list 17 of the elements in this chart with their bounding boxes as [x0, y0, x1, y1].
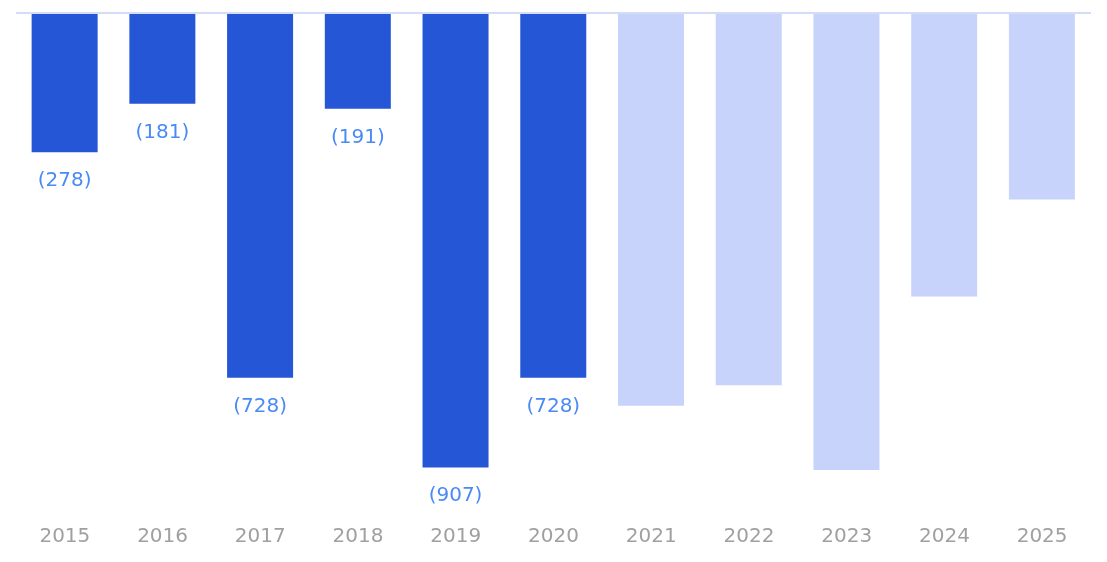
data-label: (181)	[135, 118, 190, 143]
x-tick-label: 2024	[918, 523, 970, 548]
x-tick-label: 2023	[821, 523, 873, 548]
data-label: (728)	[233, 392, 287, 417]
data-label: (191)	[330, 123, 385, 148]
x-tick-label: 2022	[723, 523, 775, 548]
data-label: (278)	[37, 167, 92, 192]
data-label: (728)	[526, 392, 581, 417]
x-tick-label: 2015	[39, 523, 91, 548]
x-tick-label: 2021	[625, 523, 677, 548]
x-tick-label: 2020	[528, 523, 579, 548]
x-tick-label: 2017	[234, 523, 286, 548]
x-tick-label: 2016	[137, 523, 189, 548]
x-tick-label: 2019	[430, 523, 482, 548]
x-tick-label: 2018	[332, 523, 384, 548]
data-label: (907)	[428, 482, 483, 507]
x-tick-label: 2025	[1016, 523, 1068, 548]
